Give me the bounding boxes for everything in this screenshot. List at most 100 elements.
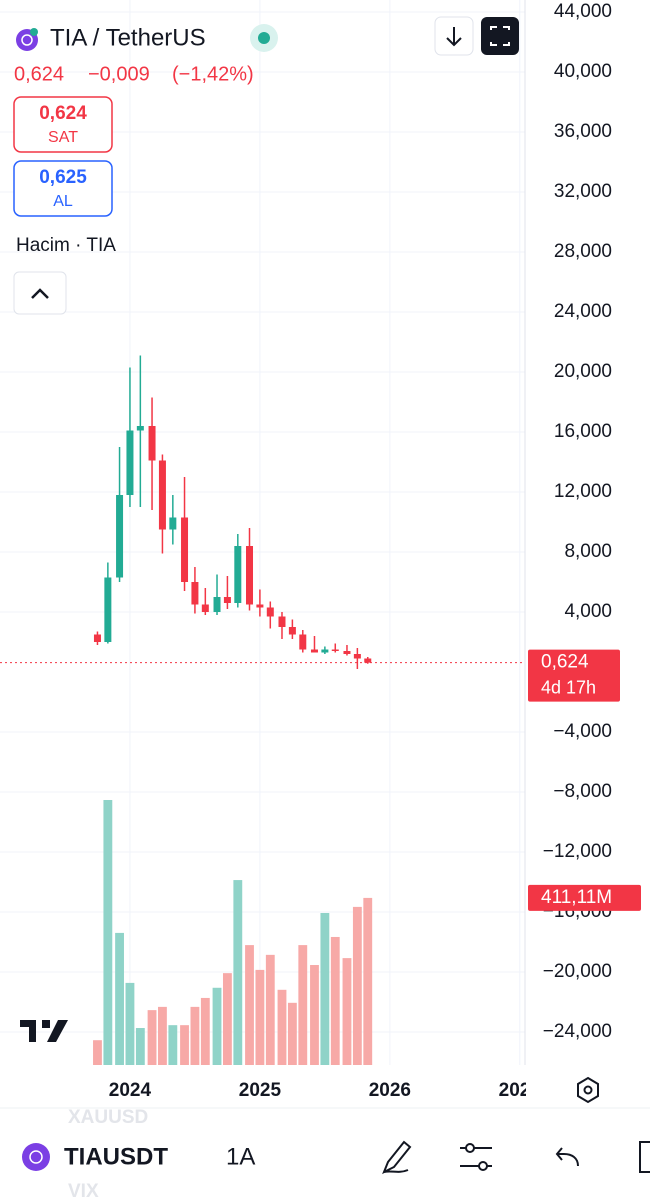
last-price-badge <box>528 649 620 702</box>
volume-bar <box>180 1025 189 1065</box>
volume-bar <box>287 1002 297 1065</box>
candle-body <box>288 627 296 635</box>
volume-bar <box>265 954 275 1065</box>
symbol-title[interactable]: TIA / TetherUS <box>50 24 206 51</box>
volume-bar <box>200 997 210 1065</box>
x-tick-label: 2027 <box>499 1080 541 1101</box>
coin-badge <box>30 28 38 36</box>
footer-coin-ring <box>29 1150 43 1164</box>
x-tick-label: 2024 <box>109 1080 152 1101</box>
candle-body <box>169 517 177 530</box>
undo-button[interactable] <box>555 1147 579 1167</box>
y-tick-label: 4,000 <box>564 601 612 622</box>
y-tick-label: 20,000 <box>554 361 612 382</box>
tv-logo <box>20 1020 68 1042</box>
indicators-knob <box>465 1143 475 1153</box>
volume-bar <box>245 945 254 1065</box>
candle-body <box>148 426 156 461</box>
volume-bar <box>125 982 135 1065</box>
indicators-knob <box>478 1161 488 1171</box>
y-tick-label: 36,000 <box>554 121 612 142</box>
y-tick-label: 40,000 <box>554 61 612 82</box>
collapse-button[interactable] <box>13 271 67 315</box>
candle-body <box>136 426 144 431</box>
volume-bar <box>190 1006 200 1065</box>
volume-bar <box>320 912 330 1065</box>
draw-tool-button[interactable] <box>382 1140 412 1175</box>
y-tick-label: −20,000 <box>543 961 612 982</box>
sell-price: 0,624 <box>39 103 87 124</box>
sell-button[interactable] <box>13 96 113 153</box>
candle-body <box>299 634 307 650</box>
volume-bar <box>115 932 124 1065</box>
interval[interactable]: 1A <box>226 1143 255 1170</box>
candle-body <box>191 582 199 605</box>
volume-bar <box>330 936 340 1065</box>
change: −0,009 <box>88 63 150 85</box>
volume-bar <box>158 1006 167 1065</box>
y-tick-label: −12,000 <box>543 841 612 862</box>
candle-body <box>256 604 264 608</box>
y-tick-label: −4,000 <box>553 721 612 742</box>
y-tick-label: 32,000 <box>554 181 612 202</box>
candle-body <box>223 597 231 603</box>
volume-bar <box>103 800 113 1065</box>
candle-body <box>331 649 339 651</box>
y-tick-label: 24,000 <box>554 301 612 322</box>
fullscreen-button[interactable] <box>481 17 519 55</box>
grid-layer <box>0 0 525 1065</box>
candle-body <box>104 577 112 642</box>
collapse-icon <box>31 288 49 299</box>
volume-bar <box>222 973 232 1065</box>
volume-label: 411,11M <box>541 887 612 908</box>
candle-body <box>246 546 254 605</box>
candle-body <box>353 654 361 659</box>
candle-body <box>364 658 372 663</box>
candle-body <box>201 604 209 612</box>
x-tick-label: 2026 <box>369 1080 411 1101</box>
last-price: 0,624 <box>14 63 64 85</box>
last-price-label: 0,624 <box>541 652 589 673</box>
candle-body <box>158 460 166 530</box>
volume-bar <box>298 945 308 1065</box>
volume-bar <box>233 880 243 1065</box>
volume-bar <box>255 969 265 1065</box>
volume-bar <box>212 987 222 1065</box>
settings-button[interactable] <box>577 1076 599 1104</box>
more-button[interactable] <box>639 1141 650 1173</box>
volume-layer <box>93 800 373 1065</box>
y-tick-label: 28,000 <box>554 241 612 262</box>
y-tick-label: −24,000 <box>543 1021 612 1042</box>
volume-bar <box>147 1010 157 1065</box>
buy-button[interactable] <box>13 160 113 217</box>
candle-body <box>321 649 329 653</box>
countdown: 4d 17h <box>541 677 596 697</box>
footer-symbol[interactable]: TIAUSDT <box>64 1143 168 1170</box>
y-tick-label: 16,000 <box>554 421 612 442</box>
candle-body <box>310 649 318 653</box>
buy-label: AL <box>53 193 73 210</box>
volume-bar <box>277 989 287 1065</box>
volume-bar <box>93 1040 102 1065</box>
settings-icon <box>583 1085 593 1095</box>
candle-body <box>278 616 286 627</box>
coin-icon-ring <box>21 34 33 46</box>
ghost-symbol: XAUUSD <box>68 1107 148 1128</box>
candle-body <box>234 546 242 603</box>
volume-bar <box>352 906 362 1065</box>
fullscreen-icon <box>490 26 510 46</box>
x-axis: 2024 2025 2026 2027 <box>109 1080 541 1101</box>
volume-bar <box>310 965 319 1065</box>
y-tick-label: 44,000 <box>554 1 612 22</box>
candle-body <box>343 651 351 654</box>
candle-body <box>213 597 221 612</box>
volume-bar <box>135 1028 145 1065</box>
candle-body <box>181 517 189 582</box>
change-percent: (−1,42%) <box>172 63 254 85</box>
candle-layer <box>0 355 525 669</box>
sell-label: SAT <box>48 129 78 146</box>
y-tick-label: 12,000 <box>554 481 612 502</box>
volume-title: Hacim · TIA <box>16 235 116 256</box>
